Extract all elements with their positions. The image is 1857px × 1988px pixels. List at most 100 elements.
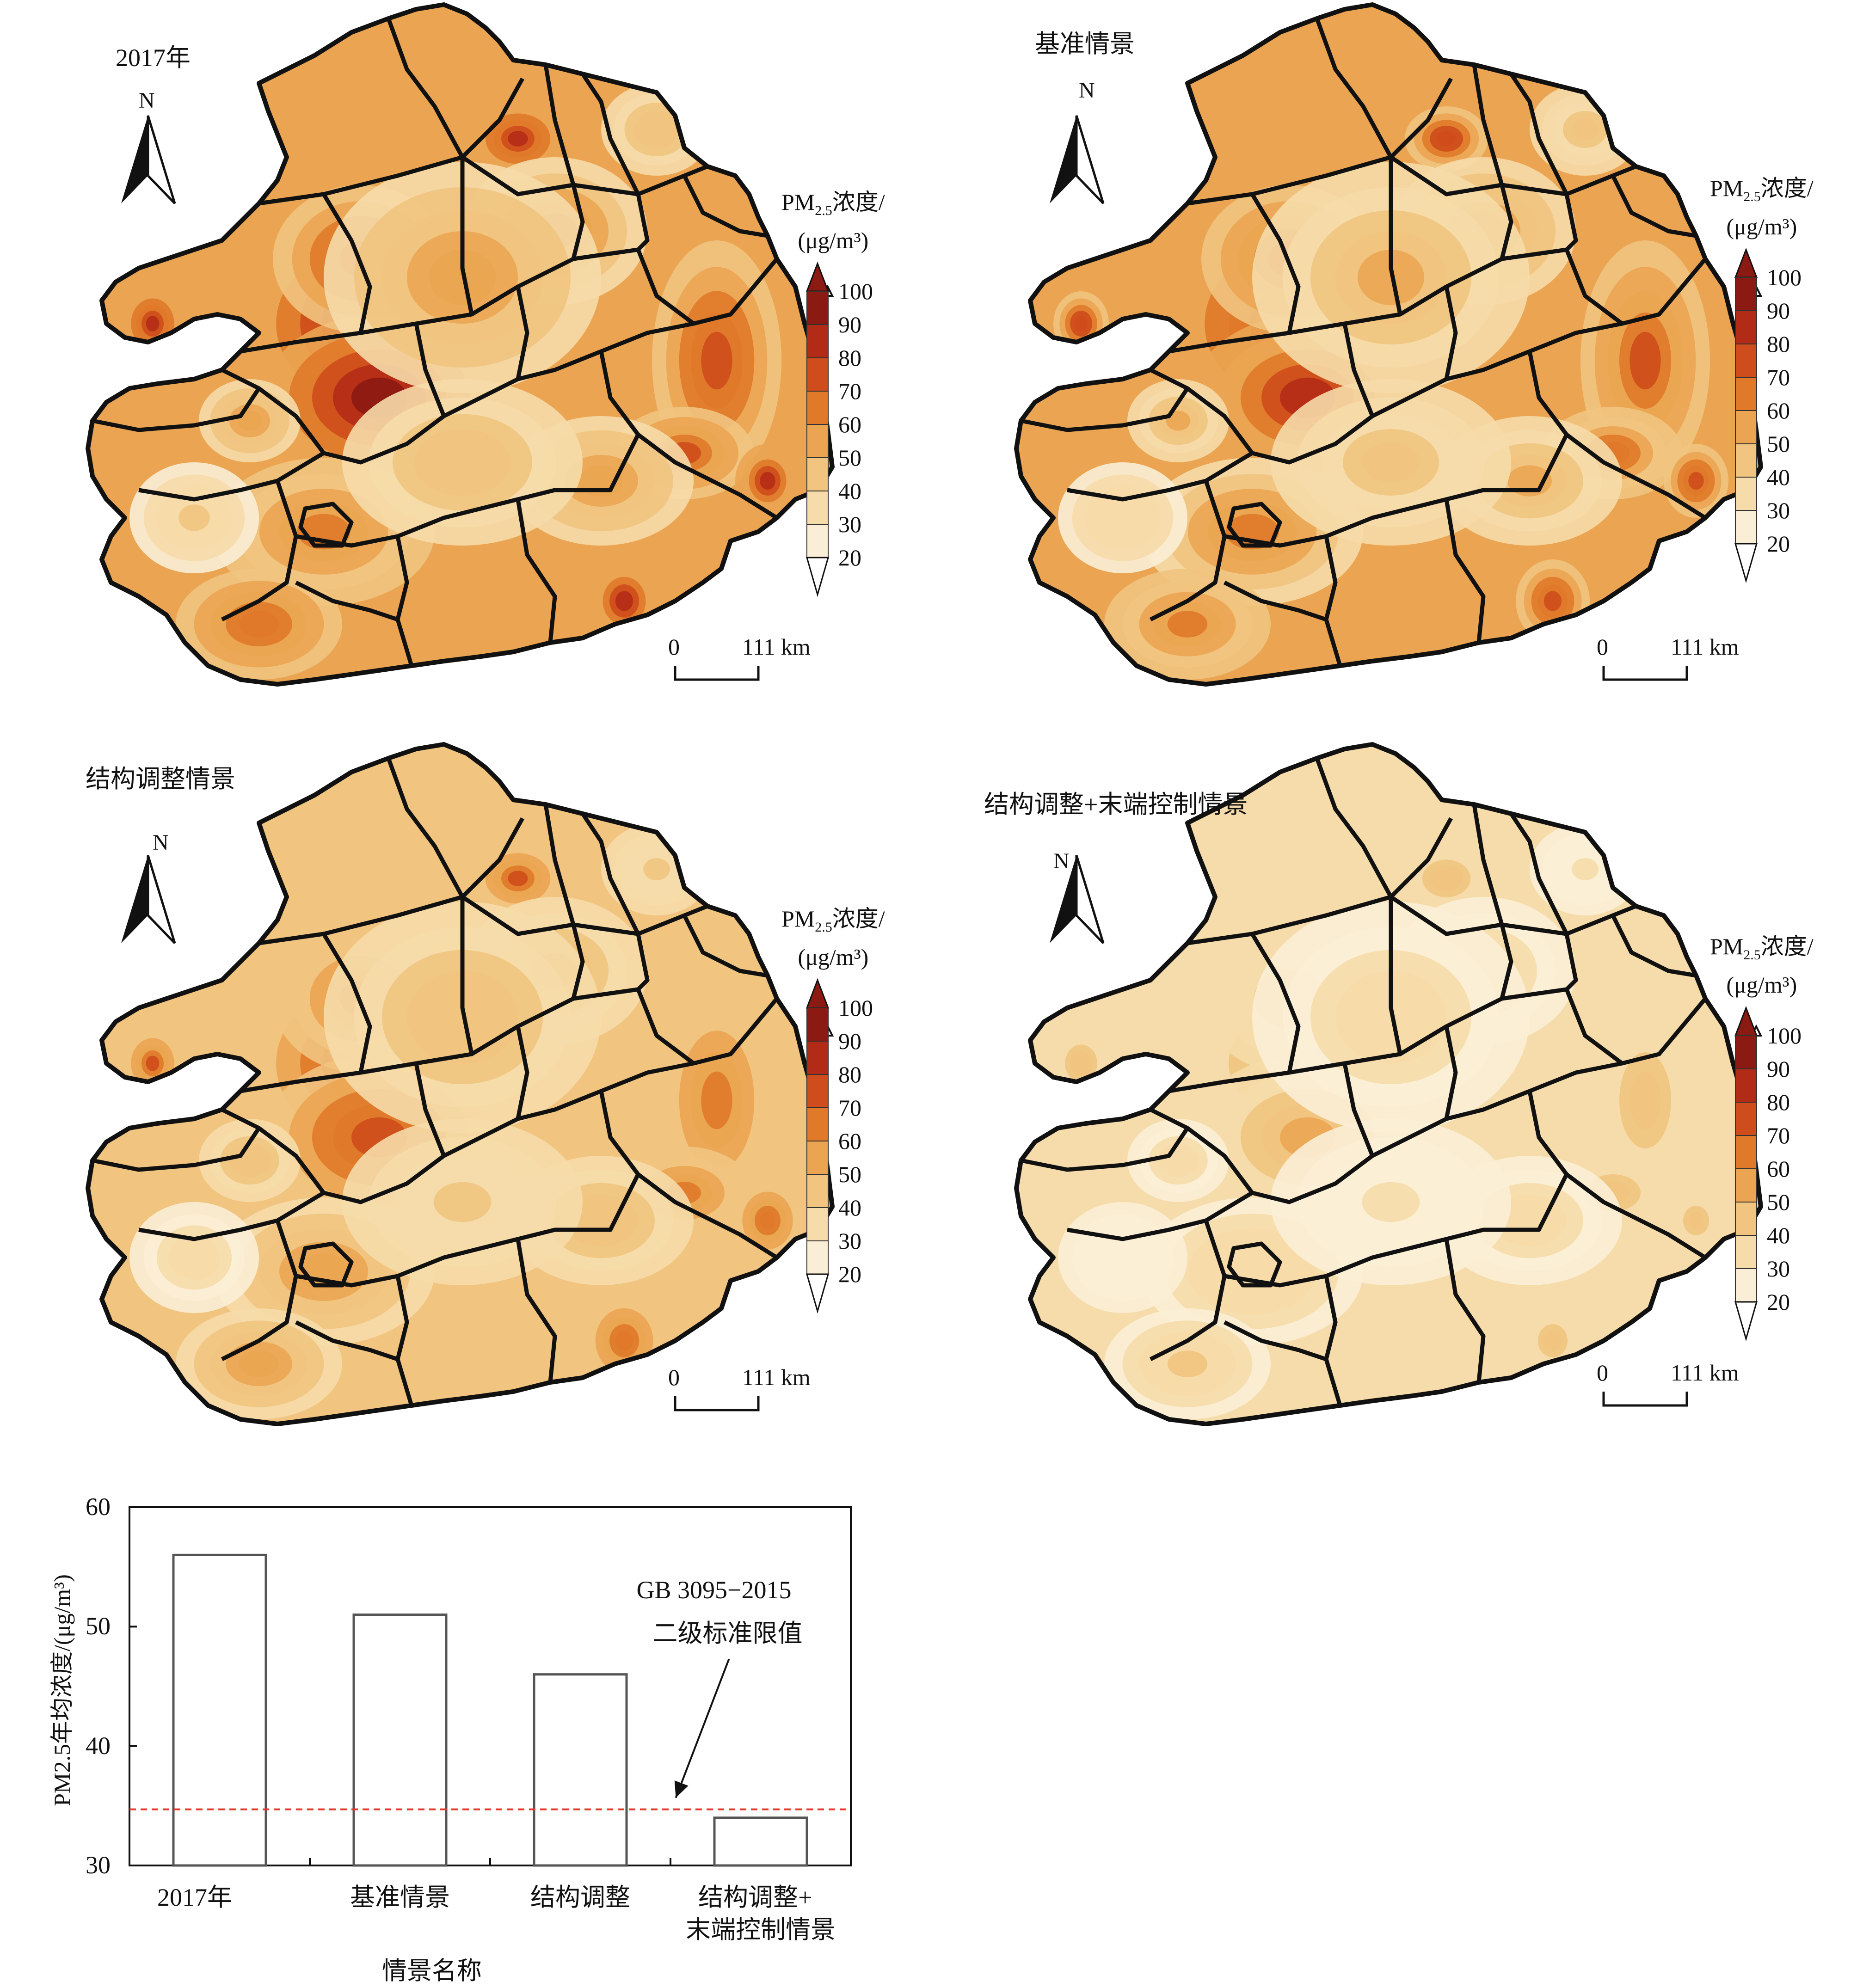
legend-swatch bbox=[1735, 477, 1757, 511]
legend-title-suffix: 浓度/ bbox=[832, 189, 885, 215]
legend-swatch bbox=[1735, 1168, 1757, 1203]
concentration-contour bbox=[1107, 1244, 1138, 1271]
concentration-contour bbox=[1436, 871, 1457, 886]
legend-swatch bbox=[806, 1007, 829, 1042]
legend-title-line2: (μg/m³) bbox=[798, 227, 869, 253]
x-category-label: 2017年 bbox=[157, 1884, 232, 1911]
legend-swatch bbox=[1735, 277, 1757, 311]
y-tick-label: 50 bbox=[86, 1612, 111, 1640]
district-boundary bbox=[386, 18, 464, 159]
legend-tick-label: 30 bbox=[838, 511, 861, 537]
legend-tick-label: 70 bbox=[838, 378, 861, 404]
concentration-contour bbox=[508, 871, 528, 886]
legend-title-pm: PM bbox=[1710, 933, 1744, 959]
legend-tick-label: 80 bbox=[1767, 331, 1790, 357]
district-boundary bbox=[516, 1026, 529, 1119]
district-boundary bbox=[1389, 77, 1453, 159]
scale-bar-start: 0 bbox=[1597, 1360, 1608, 1386]
district-boundary bbox=[461, 817, 524, 899]
district-boundary bbox=[1149, 1220, 1227, 1362]
legend-swatch bbox=[806, 291, 829, 325]
panel-title: 结构调整情景 bbox=[86, 765, 235, 793]
legend-tick-label: 50 bbox=[1767, 1189, 1790, 1215]
legend-swatch bbox=[1735, 1235, 1757, 1269]
bar bbox=[713, 1816, 808, 1867]
legend-tick-label: 40 bbox=[1767, 464, 1790, 490]
north-arrow-label: N bbox=[139, 88, 155, 113]
north-arrow bbox=[121, 115, 176, 204]
concentration-contour bbox=[1166, 1150, 1191, 1171]
district-boundary bbox=[1227, 1241, 1282, 1288]
district-boundary bbox=[298, 1241, 354, 1288]
district-boundary bbox=[1223, 580, 1327, 622]
district-boundary bbox=[1444, 1239, 1486, 1383]
concentration-contour bbox=[1362, 442, 1420, 483]
district-boundary bbox=[1224, 433, 1569, 548]
district-boundary bbox=[1444, 1026, 1458, 1119]
legend-tick-label: 100 bbox=[838, 995, 873, 1021]
legend-tick-label: 40 bbox=[838, 478, 861, 504]
scale-bar-end: 111 km bbox=[742, 634, 811, 660]
north-arrow-label: N bbox=[1079, 78, 1095, 103]
legend-title-line1: PM2.5浓度/ bbox=[1710, 932, 1814, 970]
district-boundary bbox=[92, 1127, 261, 1172]
annotation-line1: GB 3095−2015 bbox=[636, 1576, 792, 1604]
legend-title-pm: PM bbox=[1710, 175, 1744, 201]
legend-swatch bbox=[1735, 1135, 1757, 1169]
pm25-map bbox=[1014, 742, 1763, 1426]
district-boundary bbox=[1527, 351, 1707, 520]
y-tick-label: 30 bbox=[86, 1851, 111, 1879]
bar-chart-svg bbox=[129, 1506, 852, 1867]
district-boundary bbox=[1389, 897, 1402, 1055]
district-boundary bbox=[461, 77, 524, 159]
concentration-contour bbox=[615, 591, 633, 611]
concentration-contour bbox=[178, 504, 210, 531]
district-boundary bbox=[516, 499, 557, 643]
concentration-contour bbox=[1629, 331, 1661, 390]
legend-tick-label: 80 bbox=[838, 345, 861, 371]
district-boundary bbox=[1500, 924, 1513, 1000]
pm25-annual-bar-chart: 60 50 40 30 2017年 基准情景 结构调整 结构调整+ 末端控制情景 情景名称 PM2.… bbox=[37, 1479, 916, 1986]
concentration-contour bbox=[178, 1244, 210, 1271]
scale-bar-line bbox=[1602, 1392, 1688, 1407]
province-outline bbox=[86, 742, 835, 1426]
north-arrow-left bbox=[121, 116, 148, 203]
legend-tick-label: 70 bbox=[838, 1095, 861, 1121]
legend-tick-label: 20 bbox=[1767, 1289, 1790, 1315]
district-boundary bbox=[599, 351, 778, 520]
district-boundary bbox=[1611, 914, 1697, 978]
legend-swatch bbox=[1735, 1268, 1757, 1302]
legend-title: PM2.5浓度/(μg/m³) bbox=[1710, 932, 1814, 1000]
legend-swatch bbox=[1735, 510, 1757, 544]
legend-arrow-top bbox=[1734, 1006, 1758, 1037]
north-arrow-label: N bbox=[153, 830, 169, 855]
district-boundary bbox=[581, 73, 640, 196]
district-boundary bbox=[571, 924, 585, 1000]
district-boundary bbox=[1324, 536, 1342, 667]
legend-tick-label: 20 bbox=[1767, 531, 1790, 557]
legend-arrow-bottom bbox=[806, 557, 829, 597]
legend-swatch bbox=[1735, 310, 1757, 344]
legend-tick-label: 60 bbox=[1767, 398, 1790, 423]
district-boundary bbox=[1390, 155, 1637, 196]
legend-tick-label: 20 bbox=[838, 545, 861, 571]
district-boundary bbox=[258, 155, 463, 206]
district-boundary bbox=[1187, 895, 1392, 945]
legend-title-suffix: 浓度/ bbox=[1760, 175, 1814, 201]
legend-tick-label: 90 bbox=[838, 312, 861, 337]
district-boundary bbox=[1564, 194, 1707, 326]
north-arrow-right bbox=[147, 855, 176, 944]
district-boundary bbox=[1227, 502, 1282, 548]
district-boundary bbox=[414, 1063, 446, 1157]
legend-swatch bbox=[1735, 377, 1757, 411]
bar bbox=[533, 1673, 628, 1867]
district-boundary bbox=[1067, 451, 1254, 502]
concentration-contour bbox=[643, 858, 670, 880]
pm25-map bbox=[1014, 2, 1763, 687]
district-boundary bbox=[1149, 480, 1227, 622]
legend-tick-label: 90 bbox=[838, 1028, 861, 1054]
map-panel-structure: 结构调整情景 N PM2.5浓度/(μg/m³) 100 90 80 70 60 50 40 3… bbox=[0, 740, 928, 1479]
concentration-contour bbox=[1167, 1350, 1208, 1377]
north-arrow-right bbox=[1075, 115, 1105, 204]
district-boundary bbox=[322, 193, 372, 333]
